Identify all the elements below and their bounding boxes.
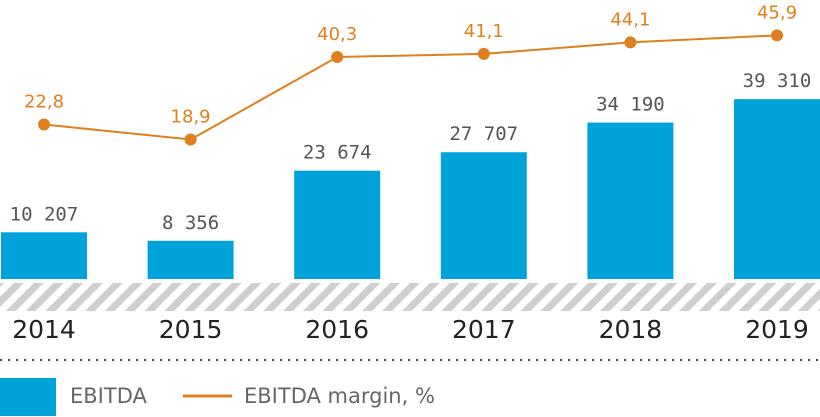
legend-label-ebitda-margin: EBITDA margin, % <box>244 384 435 408</box>
margin-point-2019 <box>771 29 783 42</box>
bar-2017 <box>440 152 527 279</box>
line-value-labels: 22,8 18,9 40,3 41,1 44,1 45,9 <box>24 2 797 127</box>
margin-label-2017: 41,1 <box>464 21 504 42</box>
margin-point-2014 <box>38 118 50 131</box>
bar-label-2018: 34 190 <box>596 94 665 116</box>
x-tick-2019: 2019 <box>745 315 809 344</box>
legend-label-ebitda: EBITDA <box>70 384 147 408</box>
x-axis-tick-labels: 2014 2015 2016 2017 2018 2019 <box>12 315 809 344</box>
bar-value-labels: 10 207 8 356 23 674 27 707 34 190 39 310 <box>10 70 812 234</box>
margin-point-2016 <box>331 50 344 63</box>
margin-point-2015 <box>184 133 197 146</box>
margin-label-2016: 40,3 <box>317 24 357 45</box>
margin-label-2018: 44,1 <box>610 9 650 30</box>
bar-2018 <box>587 122 674 279</box>
bar-label-2015: 8 356 <box>162 212 219 234</box>
x-tick-2018: 2018 <box>599 315 663 344</box>
bar-2015 <box>147 240 234 279</box>
legend-swatch-ebitda <box>0 378 56 416</box>
bar-2019 <box>734 99 820 279</box>
margin-line <box>43 34 778 141</box>
bar-2016 <box>294 170 381 279</box>
bar-label-2016: 23 674 <box>303 142 372 164</box>
line-series <box>38 29 783 146</box>
margin-label-2014: 22,8 <box>24 91 64 112</box>
x-tick-2016: 2016 <box>305 315 369 344</box>
x-tick-2015: 2015 <box>159 315 223 344</box>
axis-hatch-band <box>0 283 820 311</box>
legend: EBITDA EBITDA margin, % <box>0 378 435 416</box>
margin-point-2018 <box>624 36 637 49</box>
margin-point-2017 <box>477 47 490 60</box>
bar-2014 <box>1 232 87 279</box>
margin-label-2019: 45,9 <box>757 2 797 23</box>
bar-series <box>1 99 820 279</box>
bar-label-2019: 39 310 <box>743 70 812 92</box>
bar-label-2017: 27 707 <box>449 123 518 145</box>
x-tick-2017: 2017 <box>452 315 516 344</box>
margin-label-2015: 18,9 <box>171 107 211 128</box>
bar-label-2014: 10 207 <box>10 203 79 225</box>
x-tick-2014: 2014 <box>12 315 76 344</box>
